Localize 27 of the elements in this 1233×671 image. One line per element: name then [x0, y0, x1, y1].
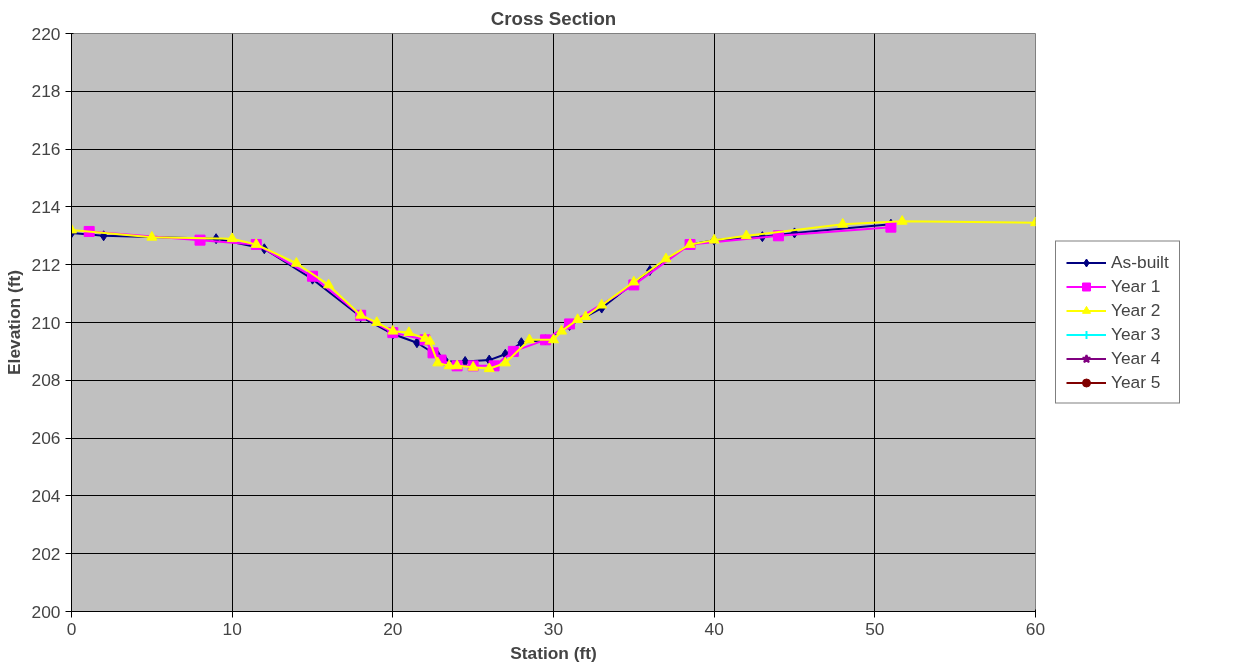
y-tick-label: 216: [31, 139, 61, 160]
y-tick-label: 200: [31, 601, 61, 622]
y-axis-title: Elevation (ft): [3, 270, 24, 375]
y-tick-label: 208: [31, 370, 61, 391]
legend-label: Year 3: [1111, 323, 1161, 345]
x-tick-label: 60: [1025, 618, 1046, 639]
legend-label: Year 1: [1111, 275, 1161, 297]
x-tick-label: 40: [704, 618, 724, 639]
legend-label: Year 5: [1111, 371, 1161, 393]
legend-label: Year 4: [1111, 347, 1161, 369]
x-axis-title: Station (ft): [510, 642, 597, 663]
x-tick-label: 10: [222, 618, 242, 639]
x-tick-label: 30: [543, 618, 564, 639]
y-tick-label: 202: [31, 543, 61, 564]
x-tick-label: 0: [66, 618, 77, 639]
chart-title: Cross Section: [490, 7, 617, 29]
y-tick-label: 210: [31, 312, 61, 333]
x-tick-label: 50: [865, 618, 885, 639]
y-tick-label: 214: [31, 196, 61, 217]
x-tick-label: 20: [383, 618, 403, 639]
y-tick-label: 220: [31, 23, 61, 44]
y-tick-label: 204: [31, 485, 61, 506]
y-tick-label: 218: [31, 81, 61, 102]
legend-label: As-built: [1111, 251, 1169, 273]
y-tick-label: 206: [31, 428, 61, 449]
legend-label: Year 2: [1111, 299, 1161, 321]
y-tick-label: 212: [31, 254, 61, 275]
